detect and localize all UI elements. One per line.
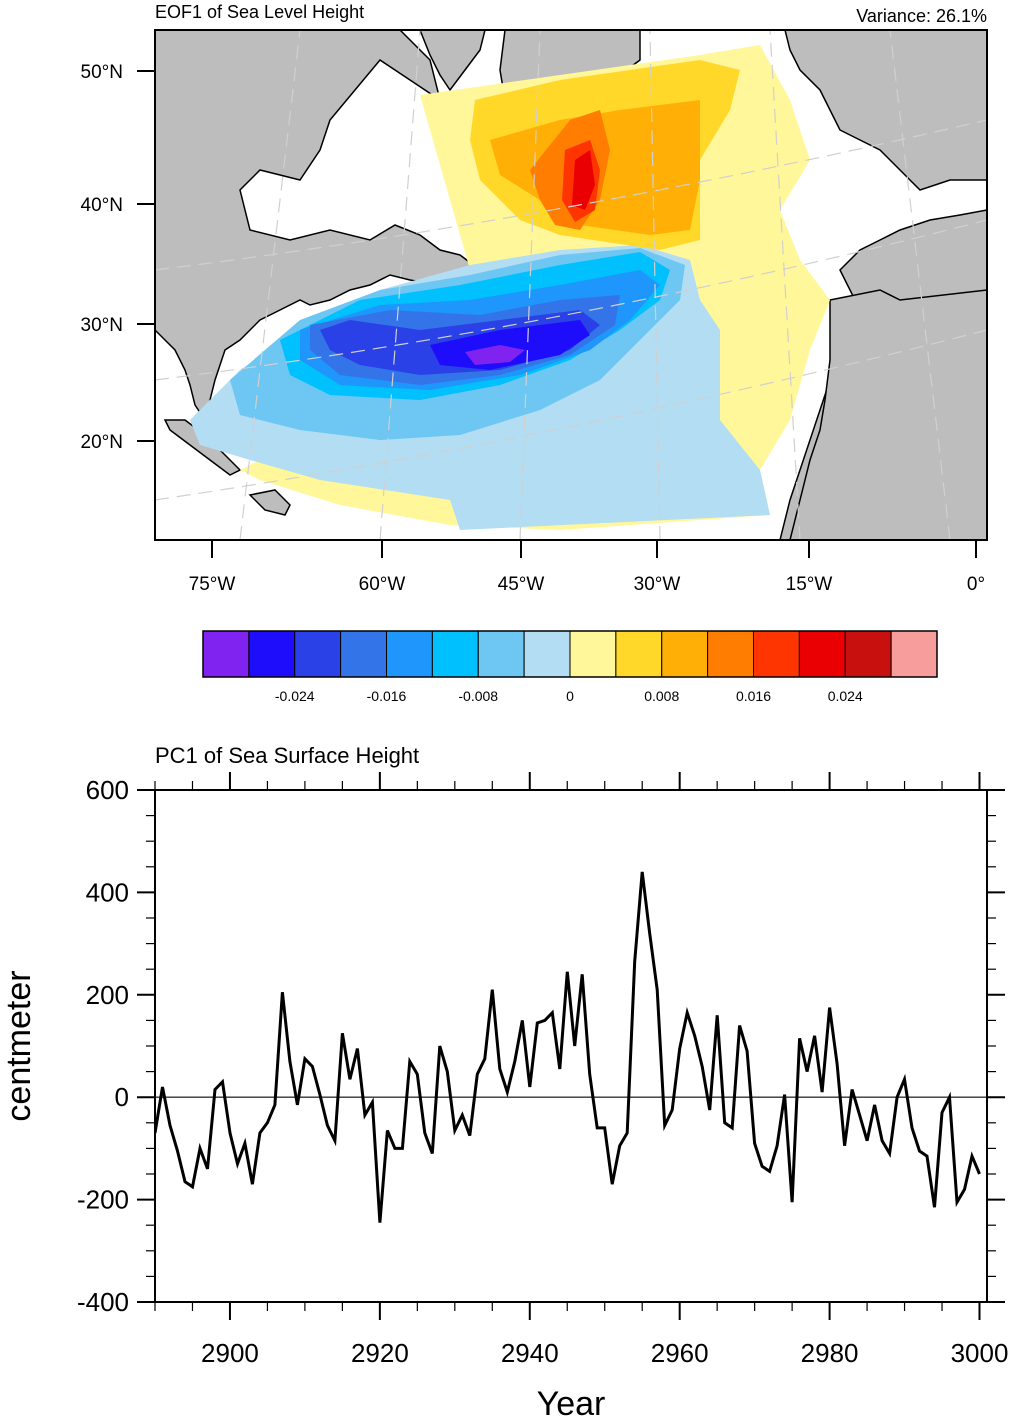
- contour-pos-020: [572, 150, 595, 210]
- colorbar-box: [569, 630, 617, 678]
- colorbar-label: 0: [566, 688, 574, 704]
- lon-tick-label: 75°W: [189, 574, 236, 595]
- colorbar-frame: [202, 630, 938, 678]
- land-hispaniola: [248, 489, 291, 516]
- colorbar: -0.024 -0.016 -0.008 0 0.008 0.016 0.024: [202, 630, 938, 704]
- colorbar-box: [431, 630, 479, 678]
- pc-series: [155, 871, 981, 1223]
- colorbar-box: [753, 630, 800, 678]
- colorbar-label: -0.016: [367, 688, 407, 704]
- colorbar-label: 0.024: [828, 688, 863, 704]
- pc-axes: -400 -200 0 200 400 600 2900 2920 2940 2960 2980 30…: [77, 772, 1008, 1368]
- colorbar-box: [248, 630, 296, 678]
- colorbar-box: [523, 630, 571, 678]
- pc-x-axis-label: Year: [537, 1385, 606, 1421]
- colorbar-box: [798, 630, 846, 678]
- map-frame: [154, 29, 988, 541]
- pc-y-axis-label: centmeter: [0, 970, 38, 1121]
- pc-frame: [154, 789, 988, 1303]
- land-baffin: [419, 30, 486, 92]
- colorbar-label: -0.024: [275, 688, 315, 704]
- land-africa: [789, 289, 987, 540]
- pc-title: PC1 of Sea Surface Height: [155, 743, 419, 768]
- colorbar-box: [661, 630, 709, 678]
- lat-tick-label: 40°N: [81, 195, 123, 216]
- x-tick-label: 2900: [201, 1338, 259, 1368]
- colorbar-box: [844, 630, 892, 678]
- x-tick-label: 3000: [951, 1338, 1009, 1368]
- lat-tick-label: 20°N: [81, 432, 123, 453]
- contour-neg-028: [465, 345, 525, 365]
- colorbar-box: [340, 630, 387, 678]
- series-line-pc1: [155, 871, 981, 1223]
- map-variance-label: Variance: 26.1%: [856, 6, 987, 26]
- colorbar-label: -0.008: [458, 688, 498, 704]
- x-tick-label: 2920: [351, 1338, 409, 1368]
- lon-tick-label: 0°: [967, 574, 985, 595]
- colorbar-box: [202, 630, 250, 678]
- map-graticule: [155, 30, 987, 540]
- lon-tick-label: 30°W: [634, 574, 681, 595]
- y-tick-label: -400: [77, 1287, 129, 1317]
- x-tick-label: 2940: [501, 1338, 559, 1368]
- y-tick-label: 600: [86, 775, 129, 805]
- lon-tick-label: 60°W: [359, 574, 406, 595]
- x-tick-label: 2960: [651, 1338, 709, 1368]
- y-tick-label: 0: [115, 1082, 129, 1112]
- colorbar-label: 0.016: [736, 688, 771, 704]
- colorbar-box: [386, 630, 433, 678]
- map-title: EOF1 of Sea Level Height: [155, 2, 364, 22]
- colorbar-box: [890, 630, 938, 678]
- colorbar-label: 0.008: [644, 688, 679, 704]
- y-tick-label: 400: [86, 877, 129, 907]
- map-lat-axis: 20°N 30°N 40°N 50°N: [81, 62, 155, 453]
- lon-tick-label: 45°W: [498, 574, 545, 595]
- colorbar-box: [294, 630, 342, 678]
- y-tick-label: 200: [86, 980, 129, 1010]
- map-lon-axis: 75°W 60°W 45°W 30°W 15°W 0°: [189, 540, 985, 595]
- lat-tick-label: 50°N: [81, 62, 123, 83]
- contour-fill: [190, 45, 830, 530]
- colorbar-box: [707, 630, 754, 678]
- x-tick-label: 2980: [801, 1338, 859, 1368]
- colorbar-box: [615, 630, 663, 678]
- lon-tick-label: 15°W: [786, 574, 833, 595]
- colorbar-box: [477, 630, 525, 678]
- y-tick-label: -200: [77, 1185, 129, 1215]
- lat-tick-label: 30°N: [81, 315, 123, 336]
